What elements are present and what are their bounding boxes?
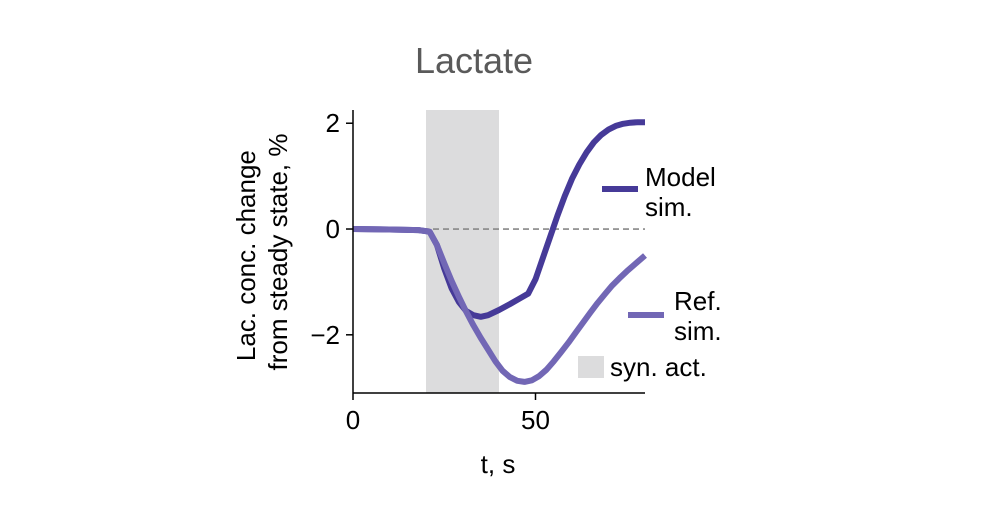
legend-ref-sim-label-line: Ref. <box>674 286 722 316</box>
legend-syn-act-label: syn. act. <box>610 352 707 382</box>
legend-model-sim-label: Model sim. <box>645 162 716 222</box>
legend-ref-sim-label-line: sim. <box>674 316 722 346</box>
y-tick-label: −2 <box>310 320 340 350</box>
legend-syn-act-swatch <box>578 356 604 378</box>
legend-ref-sim-label: Ref. sim. <box>674 286 722 346</box>
y-tick-label: 2 <box>326 108 340 138</box>
legend: Model sim.Ref. sim.syn. act. <box>578 162 722 382</box>
y-axis-label: Lac. conc. change from steady state, % <box>231 134 293 371</box>
y-axis-label-line-2: from steady state, % <box>263 134 293 371</box>
series-line-ref-sim <box>352 226 647 385</box>
x-axis-label: t, s <box>481 449 516 479</box>
legend-model-sim-label-line: Model <box>645 162 716 192</box>
y-tick-label: 0 <box>326 214 340 244</box>
x-tick-label: 0 <box>346 405 360 435</box>
y-axis-label-line-1: Lac. conc. change <box>231 150 261 361</box>
x-tick-label: 50 <box>521 405 550 435</box>
legend-model-sim-label-line: sim. <box>645 192 693 222</box>
plot-area: 0 50 2 0 −2 <box>310 108 647 435</box>
chart-title: Lactate <box>415 40 533 81</box>
